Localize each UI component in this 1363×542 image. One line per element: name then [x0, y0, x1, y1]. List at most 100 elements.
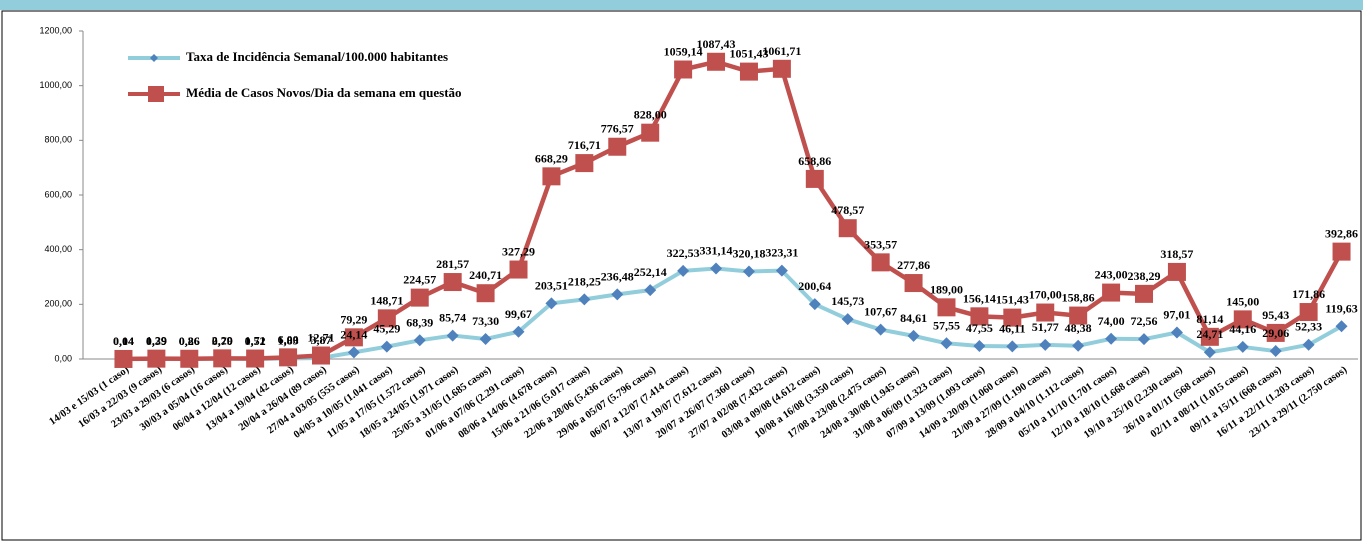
marker-square	[1167, 262, 1186, 281]
data-label: 47,55	[966, 321, 993, 335]
marker-square	[311, 346, 330, 365]
marker-diamond	[940, 337, 953, 350]
marker-diamond	[973, 340, 986, 353]
data-label: 1,29	[146, 334, 167, 348]
data-label: 322,53	[667, 246, 700, 260]
marker-diamond	[413, 334, 426, 347]
data-label: 156,14	[963, 291, 996, 305]
marker-square	[970, 307, 989, 326]
marker-diamond	[347, 346, 360, 359]
data-label: 776,57	[601, 122, 634, 136]
marker-square	[641, 123, 660, 142]
marker-diamond	[380, 340, 393, 353]
data-label: 353,57	[864, 237, 897, 251]
data-label: 151,43	[996, 293, 1029, 307]
data-label: 200,64	[798, 279, 831, 293]
data-label: 716,71	[568, 138, 601, 152]
data-label: 327,29	[502, 245, 535, 259]
legend-label: Média de Casos Novos/Dia da semana em qu…	[186, 85, 462, 100]
marker-diamond	[1006, 340, 1019, 353]
data-label: 668,29	[535, 151, 568, 165]
data-label: 24,71	[1196, 327, 1223, 341]
marker-square	[838, 219, 857, 238]
marker-square	[542, 167, 561, 186]
data-label: 277,86	[897, 258, 930, 272]
data-label: 1061,71	[762, 44, 801, 58]
marker-square	[1332, 242, 1351, 261]
data-label: 218,25	[568, 274, 601, 288]
data-label: 97,01	[1163, 307, 1190, 321]
y-tick-label: 200,00	[44, 299, 72, 309]
marker-diamond	[512, 325, 525, 338]
marker-square	[674, 60, 693, 79]
data-label: 45,29	[373, 322, 400, 336]
marker-square	[443, 273, 462, 292]
marker-diamond	[545, 297, 558, 310]
marker-diamond	[1072, 339, 1085, 352]
marker-diamond	[1039, 338, 1052, 351]
data-label: 331,14	[700, 243, 733, 257]
legend-marker	[148, 86, 164, 102]
marker-square	[1003, 308, 1022, 327]
data-label: 320,18	[732, 246, 765, 260]
marker-square	[1299, 303, 1318, 322]
marker-square	[180, 349, 199, 368]
marker-diamond	[446, 329, 459, 342]
data-label: 1051,43	[729, 47, 768, 61]
marker-diamond	[775, 264, 788, 277]
data-label: 73,30	[472, 314, 499, 328]
marker-square	[937, 298, 956, 317]
marker-square	[509, 260, 528, 279]
marker-diamond	[841, 313, 854, 326]
marker-diamond	[710, 262, 723, 275]
y-tick-label: 400,00	[44, 244, 72, 254]
marker-square	[1266, 323, 1285, 342]
marker-diamond	[1203, 346, 1216, 359]
data-label: 0,14	[113, 334, 134, 348]
marker-diamond	[1335, 320, 1348, 333]
legend-label: Taxa de Incidência Semanal/100.000 habit…	[186, 49, 448, 64]
marker-square	[377, 309, 396, 328]
marker-diamond	[874, 323, 887, 336]
data-label: 203,51	[535, 278, 568, 292]
marker-square	[1200, 327, 1219, 346]
data-label: 224,57	[403, 273, 436, 287]
legend-marker	[150, 54, 158, 62]
data-label: 170,00	[1029, 288, 1062, 302]
chart-frame	[1, 10, 1362, 541]
marker-square	[1102, 283, 1121, 302]
marker-square	[410, 288, 429, 307]
data-label: 57,55	[933, 318, 960, 332]
data-label: 44,16	[1229, 322, 1256, 336]
data-label: 0,26	[179, 334, 200, 348]
marker-square	[476, 284, 495, 303]
data-label: 85,74	[439, 311, 466, 325]
data-label: 12,71	[307, 331, 334, 345]
data-label: 828,00	[634, 108, 667, 122]
data-label: 6,00	[278, 332, 299, 346]
marker-square	[1135, 284, 1154, 303]
data-label: 1087,43	[697, 37, 736, 51]
marker-square	[1036, 303, 1055, 322]
marker-square	[1069, 306, 1088, 325]
marker-square	[213, 349, 232, 368]
data-label: 46,11	[999, 321, 1025, 335]
data-label: 1,71	[245, 334, 266, 348]
data-label: 281,57	[436, 257, 469, 271]
data-label: 29,06	[1262, 326, 1289, 340]
data-label: 658,86	[798, 154, 831, 168]
data-label: 68,39	[406, 315, 433, 329]
marker-square	[772, 59, 791, 78]
data-label: 0,52	[245, 334, 266, 348]
marker-diamond	[578, 293, 591, 306]
top-bar	[0, 0, 1363, 10]
marker-diamond	[1105, 332, 1118, 345]
data-label: 1059,14	[664, 45, 703, 59]
marker-square	[707, 52, 726, 71]
data-label: 318,57	[1160, 247, 1193, 261]
data-label: 24,14	[340, 327, 367, 341]
data-label: 145,00	[1226, 294, 1259, 308]
marker-diamond	[907, 329, 920, 342]
data-label: 236,48	[601, 269, 634, 283]
